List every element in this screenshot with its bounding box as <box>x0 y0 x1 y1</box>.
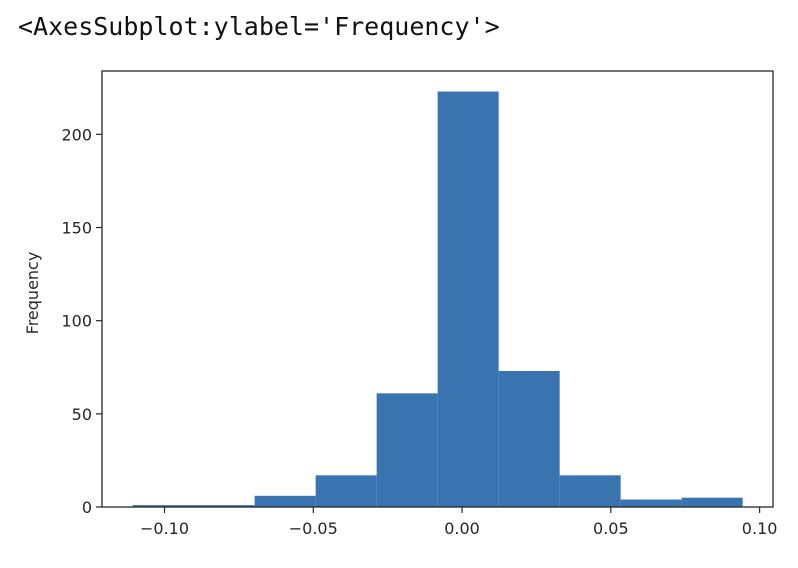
cell-output-text: <AxesSubplot:ylabel='Frequency'> <box>18 12 500 41</box>
histogram-bar <box>620 499 682 507</box>
x-tick-label: −0.05 <box>289 519 338 538</box>
y-tick-label: 0 <box>82 498 92 517</box>
histogram-bar <box>315 475 377 507</box>
histogram-bar <box>498 370 560 507</box>
x-axis-ticks: −0.10 −0.05 0.00 0.05 0.10 <box>140 507 777 538</box>
bars-group <box>132 91 743 507</box>
y-axis-label: Frequency <box>23 252 42 335</box>
axes-frame <box>101 70 774 508</box>
x-tick-label: 0.10 <box>742 519 778 538</box>
histogram-bar <box>559 475 621 507</box>
x-tick-label: 0.00 <box>444 519 480 538</box>
y-tick-label: 50 <box>72 405 92 424</box>
histogram-bar <box>193 505 255 507</box>
x-tick-label: −0.10 <box>140 519 189 538</box>
histogram-bar <box>437 91 499 507</box>
y-tick-label: 150 <box>61 219 92 238</box>
y-tick-label: 100 <box>61 312 92 331</box>
histogram-bar <box>376 393 438 507</box>
y-tick-label: 200 <box>61 125 92 144</box>
histogram-bar <box>681 497 743 507</box>
histogram-bar <box>254 495 316 507</box>
y-axis-ticks: 0 50 100 150 200 <box>61 125 102 517</box>
histogram-bar <box>132 505 194 507</box>
x-tick-label: 0.05 <box>593 519 629 538</box>
